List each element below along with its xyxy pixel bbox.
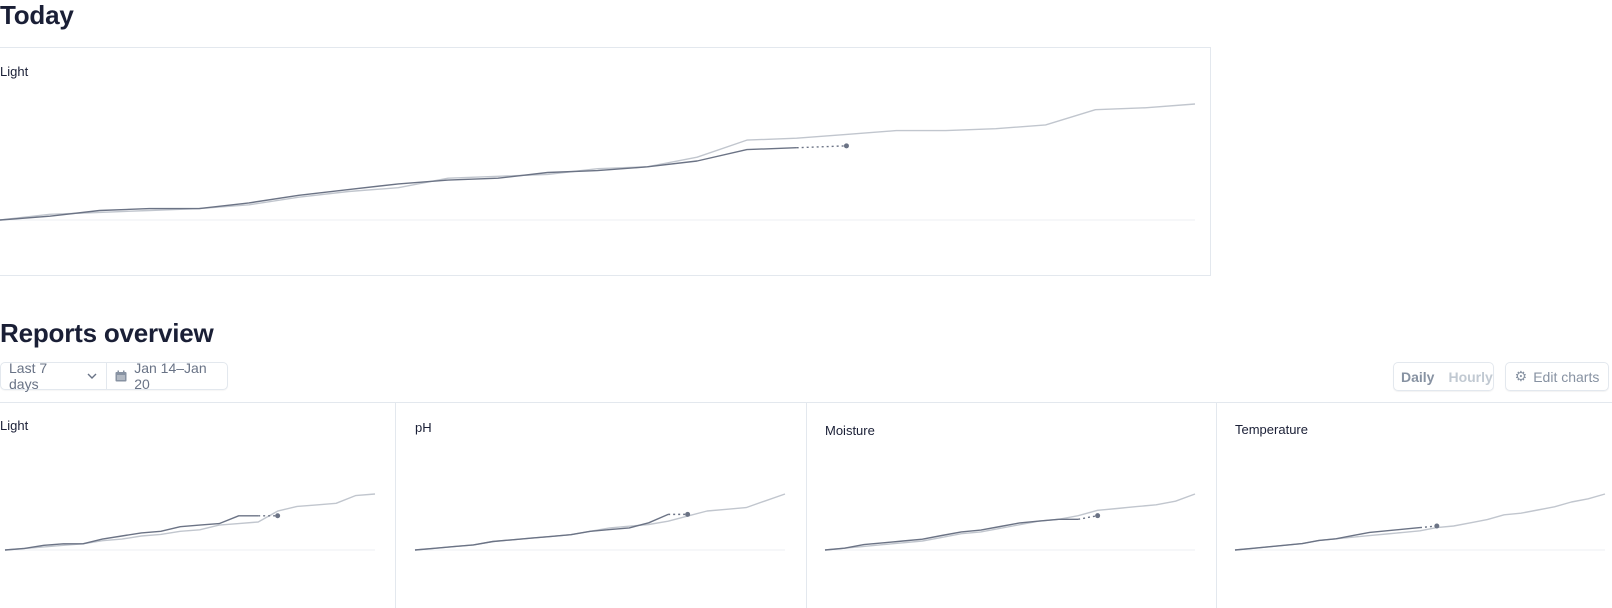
today-chart-card[interactable]: Light	[0, 47, 1211, 276]
report-temperature-chart[interactable]	[1234, 490, 1606, 560]
report-chart-title: Light	[0, 418, 29, 433]
report-chart-title: pH	[415, 420, 432, 435]
today-light-chart	[0, 103, 1196, 221]
calendar-icon	[115, 370, 127, 382]
projection-line	[1078, 514, 1098, 520]
page-title: Today	[0, 0, 74, 30]
previous-period-line	[824, 493, 1196, 551]
projection-line	[1419, 525, 1437, 529]
range-select[interactable]: Last 7 days	[1, 360, 106, 392]
grid-divider	[806, 402, 807, 608]
current-period-line	[824, 518, 1079, 551]
report-light-chart[interactable]	[4, 490, 376, 560]
report-ph-chart[interactable]	[414, 490, 786, 560]
projection-point	[843, 143, 849, 149]
previous-period-line	[414, 493, 786, 551]
date-range-picker[interactable]: Last 7 days Jan 14–Jan 20	[0, 360, 228, 392]
current-period-line	[4, 515, 259, 551]
projection-point	[275, 513, 281, 519]
previous-period-line	[4, 493, 376, 551]
grid-divider	[1216, 402, 1217, 608]
gear-icon: ⚙	[1514, 368, 1528, 384]
report-chart-title: Temperature	[1235, 422, 1308, 437]
date-range-label: Jan 14–Jan 20	[134, 360, 207, 392]
toggle-daily[interactable]: Daily	[1401, 368, 1435, 385]
projection-point	[1095, 513, 1101, 519]
section-title: Reports overview	[0, 318, 214, 348]
report-moisture-chart[interactable]	[824, 490, 1196, 560]
date-range-button[interactable]: Jan 14–Jan 20	[106, 360, 227, 392]
edit-charts-label: Edit charts	[1533, 368, 1600, 385]
current-period-line	[1234, 526, 1421, 551]
current-period-line	[414, 513, 669, 551]
report-chart-title: Moisture	[825, 423, 875, 438]
projection-point	[685, 511, 691, 517]
grid-divider	[395, 402, 396, 608]
projection-point	[1434, 523, 1440, 529]
edit-charts-button[interactable]: ⚙ Edit charts	[1505, 362, 1609, 391]
interval-toggle[interactable]: Daily Hourly	[1393, 362, 1494, 391]
chart-title: Light	[0, 64, 29, 79]
projection-line	[796, 145, 847, 149]
toggle-hourly[interactable]: Hourly	[1448, 368, 1493, 385]
previous-period-line	[1234, 493, 1606, 551]
current-period-line	[0, 147, 797, 221]
previous-period-line	[0, 103, 1196, 221]
range-select-label: Last 7 days	[9, 360, 48, 392]
chevron-down-icon	[87, 373, 97, 379]
